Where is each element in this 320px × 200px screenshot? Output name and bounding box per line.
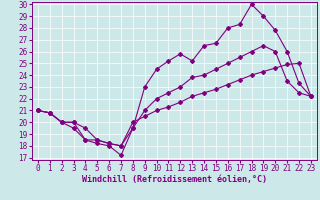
X-axis label: Windchill (Refroidissement éolien,°C): Windchill (Refroidissement éolien,°C) — [82, 175, 267, 184]
